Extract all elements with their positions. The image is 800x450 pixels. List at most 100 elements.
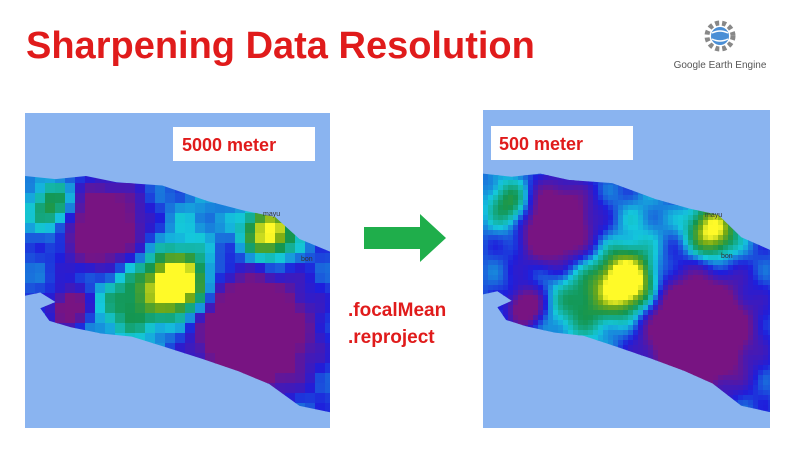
- raster-cell: [663, 265, 669, 271]
- raster-cell: [693, 300, 699, 306]
- raster-cell: [753, 250, 759, 256]
- raster-cell: [105, 203, 116, 214]
- raster-cell: [543, 200, 549, 206]
- raster-cell: [578, 330, 584, 336]
- raster-cell: [75, 233, 86, 244]
- raster-cell: [508, 240, 514, 246]
- raster-cell: [673, 280, 679, 286]
- raster-cell: [513, 240, 519, 246]
- raster-cell: [513, 245, 519, 251]
- raster-cell: [65, 243, 76, 254]
- raster-cell: [185, 313, 196, 324]
- label-box: [491, 126, 633, 160]
- raster-cell: [588, 270, 594, 276]
- raster-cell: [633, 205, 639, 211]
- raster-cell: [518, 285, 524, 291]
- raster-cell: [673, 275, 679, 281]
- raster-cell: [768, 345, 770, 351]
- raster-cell: [488, 250, 494, 256]
- raster-cell: [733, 330, 739, 336]
- raster-cell: [768, 305, 770, 311]
- raster-cell: [195, 213, 206, 224]
- raster-cell: [205, 293, 216, 304]
- raster-cell: [533, 230, 539, 236]
- raster-cell: [673, 235, 679, 241]
- raster-cell: [658, 205, 664, 211]
- raster-cell: [205, 283, 216, 294]
- raster-cell: [583, 240, 589, 246]
- raster-cell: [513, 265, 519, 271]
- raster-cell: [125, 293, 136, 304]
- raster-cell: [748, 240, 754, 246]
- raster-cell: [488, 225, 494, 231]
- raster-cell: [255, 263, 266, 274]
- raster-cell: [568, 280, 574, 286]
- raster-cell: [573, 275, 579, 281]
- raster-cell: [663, 275, 669, 281]
- raster-cell: [713, 290, 719, 296]
- raster-cell: [748, 385, 754, 391]
- raster-cell: [483, 245, 489, 251]
- raster-cell: [508, 220, 514, 226]
- raster-cell: [683, 320, 689, 326]
- raster-cell: [648, 250, 654, 256]
- raster-cell: [583, 280, 589, 286]
- raster-cell: [683, 355, 689, 361]
- raster-cell: [763, 330, 769, 336]
- raster-cell: [225, 203, 236, 214]
- raster-cell: [713, 365, 719, 371]
- raster-cell: [25, 283, 36, 294]
- raster-cell: [613, 210, 619, 216]
- raster-cell: [763, 385, 769, 391]
- raster-cell: [768, 360, 770, 366]
- raster-cell: [568, 270, 574, 276]
- raster-cell: [175, 293, 186, 304]
- raster-cell: [235, 253, 246, 264]
- raster-cell: [285, 383, 296, 394]
- raster-cell: [608, 310, 614, 316]
- raster-cell: [708, 215, 714, 221]
- raster-cell: [758, 325, 764, 331]
- raster-cell: [523, 200, 529, 206]
- raster-cell: [673, 365, 679, 371]
- raster-cell: [508, 200, 514, 206]
- raster-cell: [728, 350, 734, 356]
- raster-cell: [295, 303, 306, 314]
- raster-cell: [523, 245, 529, 251]
- raster-cell: [643, 290, 649, 296]
- raster-cell: [543, 295, 549, 301]
- raster-cell: [305, 303, 316, 314]
- raster-cell: [628, 200, 634, 206]
- place-label: mayu: [263, 211, 280, 218]
- raster-cell: [85, 263, 96, 274]
- raster-cell: [608, 265, 614, 271]
- raster-cell: [578, 210, 584, 216]
- raster-cell: [578, 205, 584, 211]
- raster-cell: [493, 205, 499, 211]
- raster-cell: [738, 320, 744, 326]
- raster-cell: [498, 230, 504, 236]
- raster-cell: [708, 265, 714, 271]
- raster-cell: [245, 363, 256, 374]
- raster-cell: [663, 210, 669, 216]
- raster-cell: [558, 330, 564, 336]
- raster-cell: [105, 303, 116, 314]
- raster-cell: [628, 310, 634, 316]
- raster-cell: [738, 335, 744, 341]
- place-label: bon: [721, 253, 733, 260]
- raster-cell: [723, 370, 729, 376]
- raster-cell: [165, 203, 176, 214]
- raster-cell: [703, 260, 709, 266]
- raster-cell: [643, 210, 649, 216]
- raster-cell: [538, 180, 544, 186]
- raster-cell: [503, 215, 509, 221]
- raster-cell: [678, 250, 684, 256]
- raster-cell: [115, 293, 126, 304]
- raster-cell: [543, 255, 549, 261]
- raster-cell: [633, 335, 639, 341]
- raster-cell: [638, 280, 644, 286]
- raster-cell: [673, 255, 679, 261]
- raster-cell: [518, 190, 524, 196]
- raster-cell: [753, 300, 759, 306]
- raster-cell: [175, 303, 186, 314]
